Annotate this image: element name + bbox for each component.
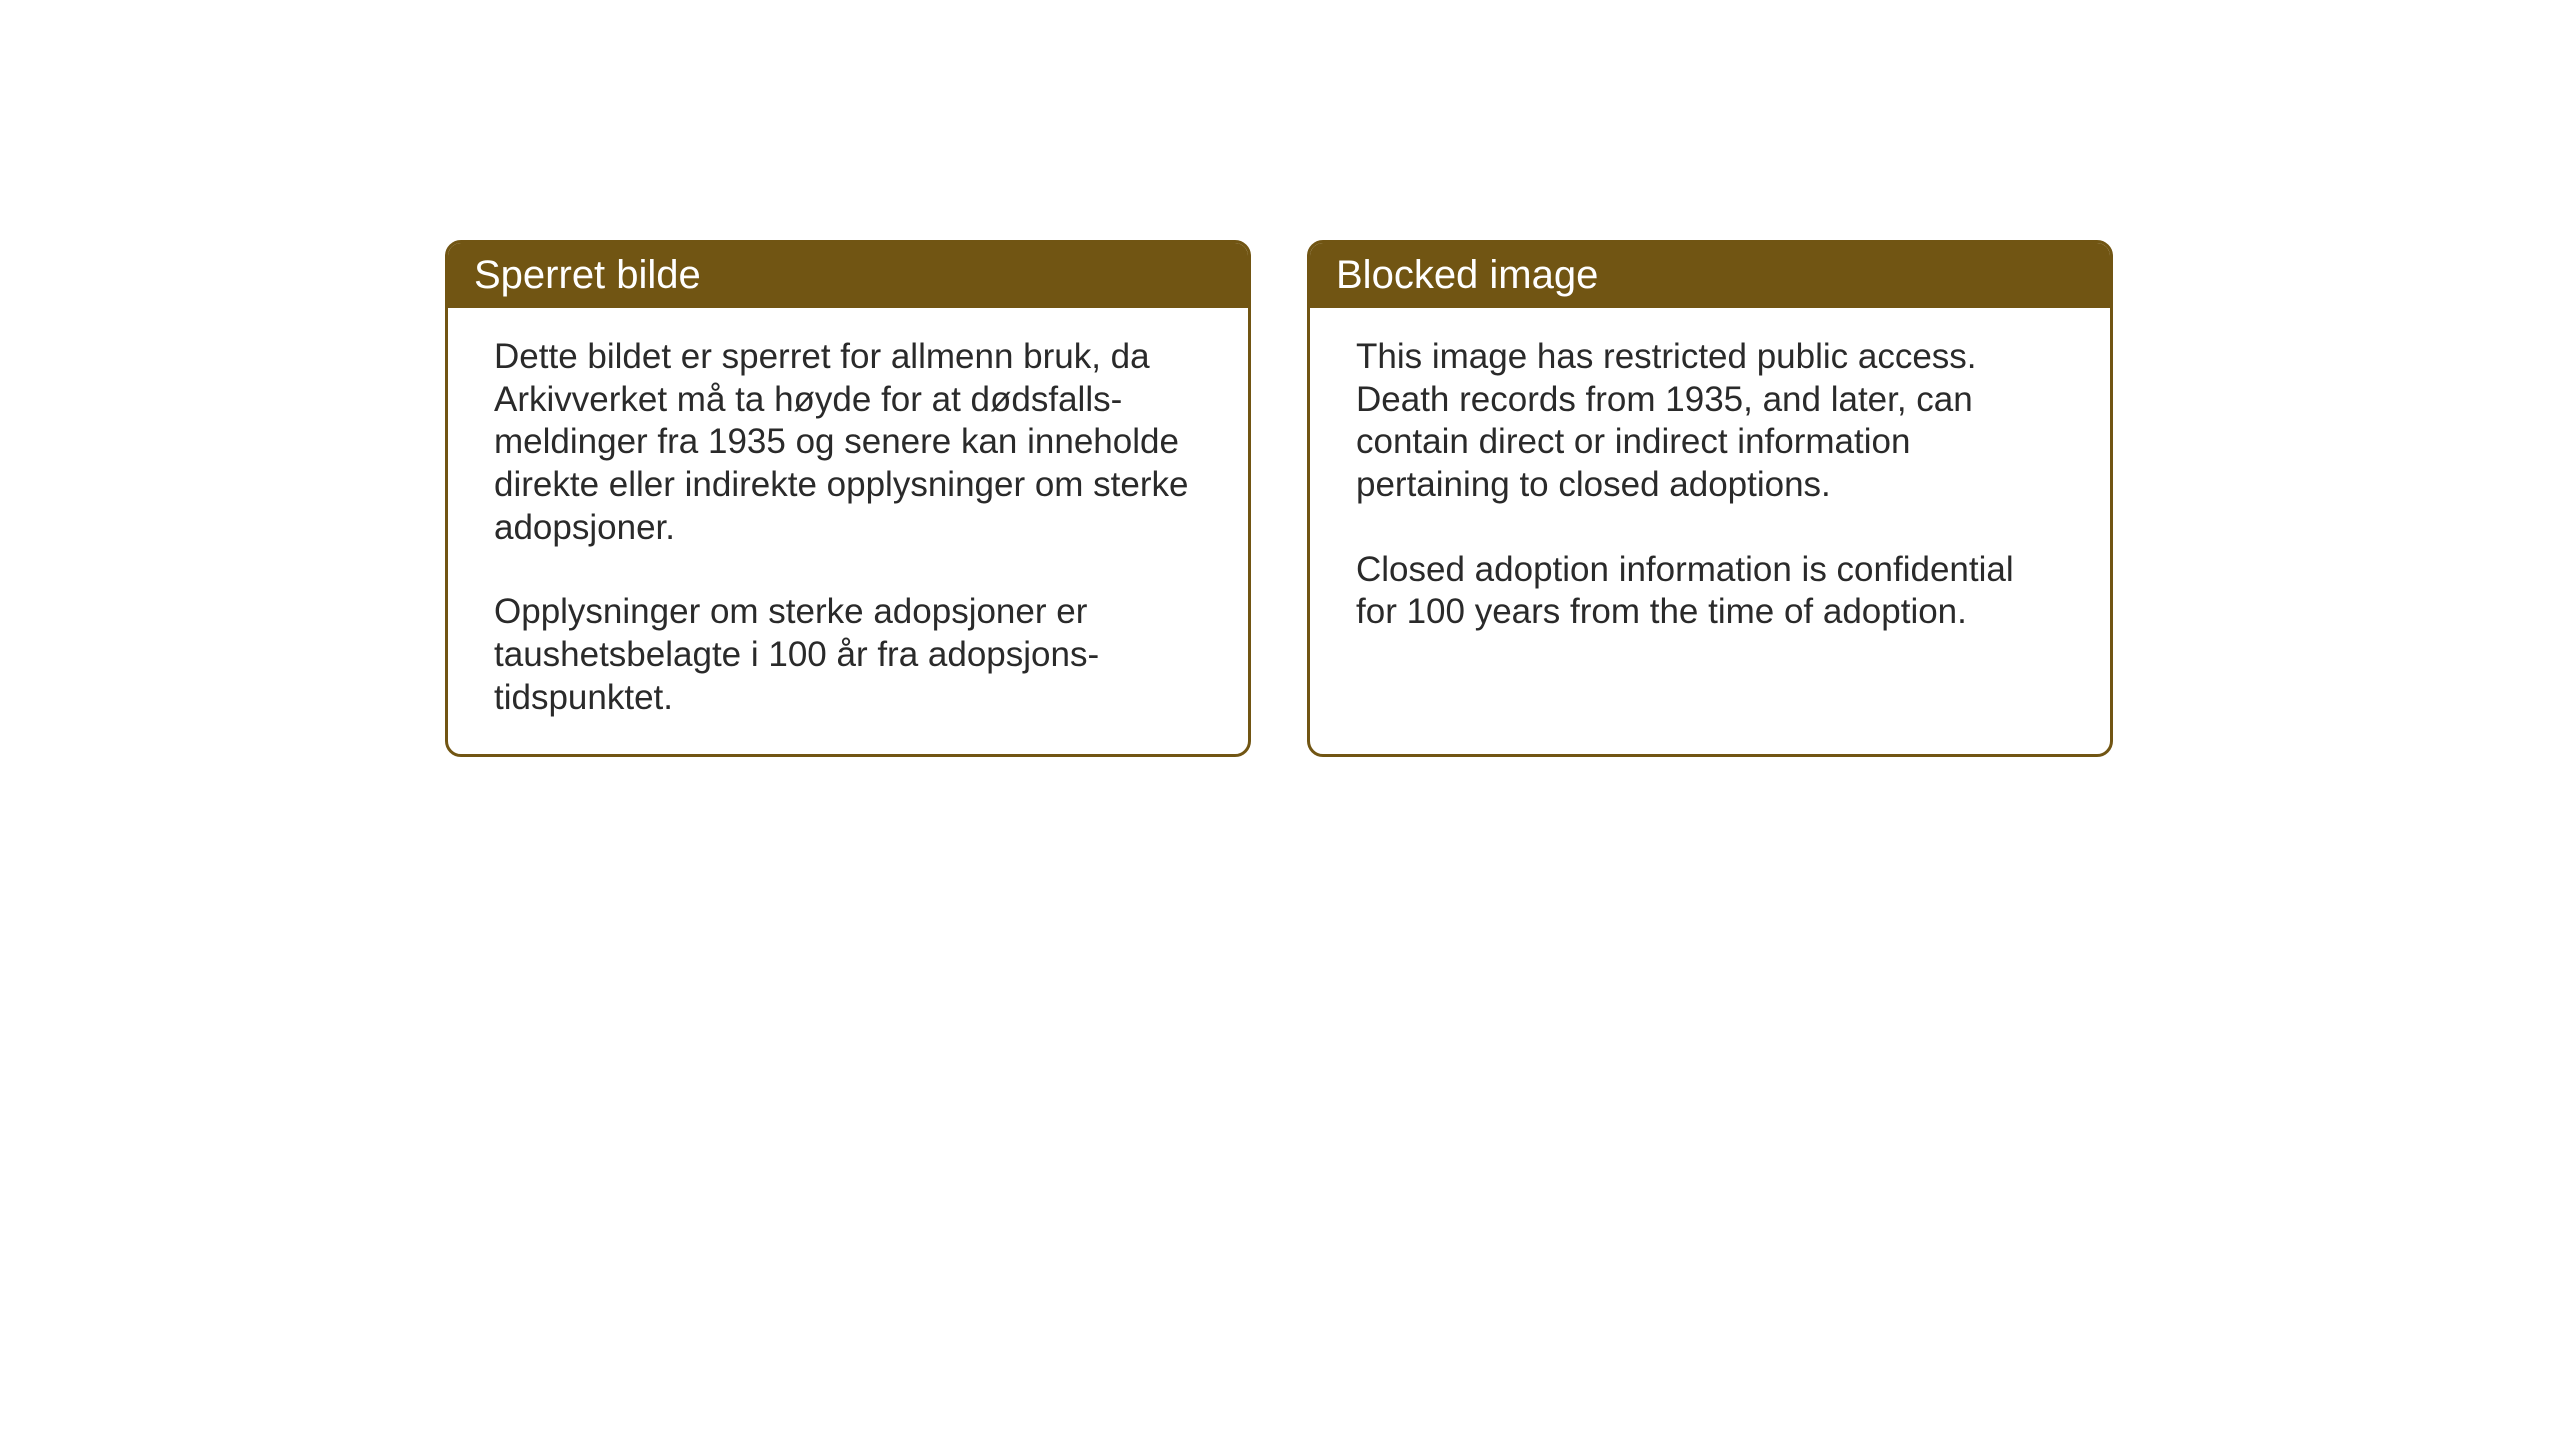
notice-paragraph: Opplysninger om sterke adopsjoner er tau… — [494, 591, 1202, 719]
notice-header-english: Blocked image — [1310, 243, 2110, 308]
notice-paragraph: Closed adoption information is confident… — [1356, 549, 2064, 634]
notice-paragraph: This image has restricted public access.… — [1356, 336, 2064, 507]
notice-card-norwegian: Sperret bilde Dette bildet er sperret fo… — [445, 240, 1251, 757]
notice-paragraph: Dette bildet er sperret for allmenn bruk… — [494, 336, 1202, 549]
notice-body-norwegian: Dette bildet er sperret for allmenn bruk… — [448, 308, 1248, 754]
notice-body-english: This image has restricted public access.… — [1310, 308, 2110, 688]
notice-card-english: Blocked image This image has restricted … — [1307, 240, 2113, 757]
notice-header-norwegian: Sperret bilde — [448, 243, 1248, 308]
notice-container: Sperret bilde Dette bildet er sperret fo… — [445, 240, 2113, 757]
